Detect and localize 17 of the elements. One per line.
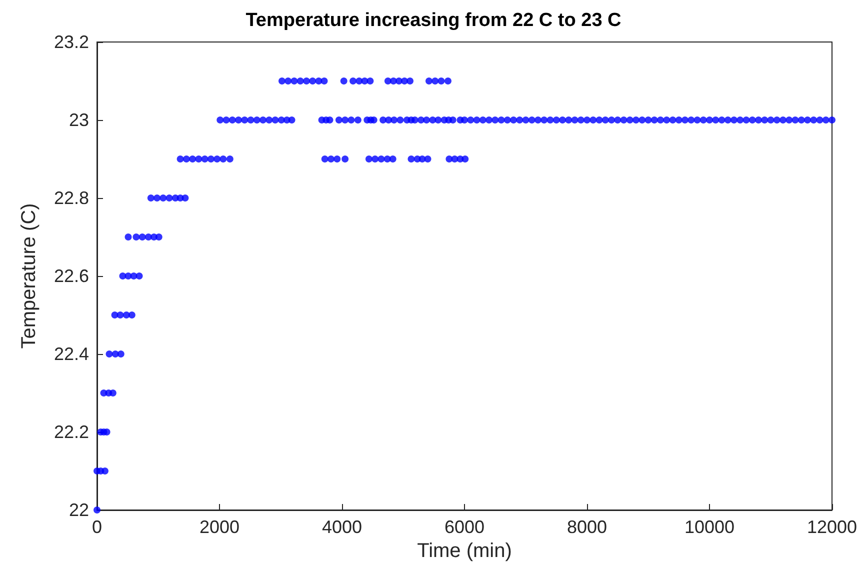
- y-tick-label: 22.6: [54, 266, 89, 286]
- x-tick-label: 10000: [684, 517, 735, 537]
- x-tick-label: 8000: [566, 517, 608, 537]
- y-axis-title: Temperature (C): [18, 203, 40, 349]
- y-tick-label: 22.2: [54, 422, 89, 442]
- x-tick-label: 4000: [322, 517, 362, 537]
- x-tick-label: 12000: [806, 517, 858, 537]
- y-tick-label: 22.4: [54, 344, 89, 364]
- x-tick-label: 0: [92, 517, 102, 537]
- y-tick-label: 23: [68, 110, 89, 130]
- x-tick-label: 2000: [199, 517, 240, 537]
- x-axis-title: Time (min): [417, 540, 512, 562]
- y-tick-label: 22.8: [54, 188, 89, 208]
- x-tick-label: 6000: [444, 517, 485, 537]
- y-tick-label: 23.2: [54, 32, 89, 52]
- y-tick-label: 22: [68, 500, 89, 520]
- chart-title: Temperature increasing from 22 C to 23 C: [246, 10, 622, 31]
